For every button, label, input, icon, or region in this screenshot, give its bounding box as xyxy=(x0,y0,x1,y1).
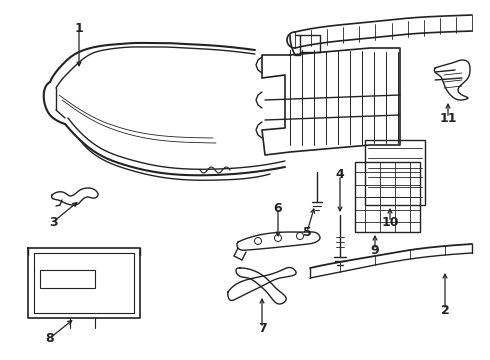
Bar xyxy=(365,140,425,205)
Text: 3: 3 xyxy=(49,216,57,229)
Text: 4: 4 xyxy=(336,168,344,181)
Text: 2: 2 xyxy=(441,303,449,316)
Text: 1: 1 xyxy=(74,22,83,35)
Text: 10: 10 xyxy=(381,216,399,229)
Text: 8: 8 xyxy=(46,332,54,345)
Text: 6: 6 xyxy=(274,202,282,215)
Bar xyxy=(355,162,420,232)
Text: 5: 5 xyxy=(303,225,311,238)
Text: 11: 11 xyxy=(439,112,457,125)
Text: 9: 9 xyxy=(371,243,379,256)
Text: 7: 7 xyxy=(258,321,267,334)
Bar xyxy=(40,270,95,288)
